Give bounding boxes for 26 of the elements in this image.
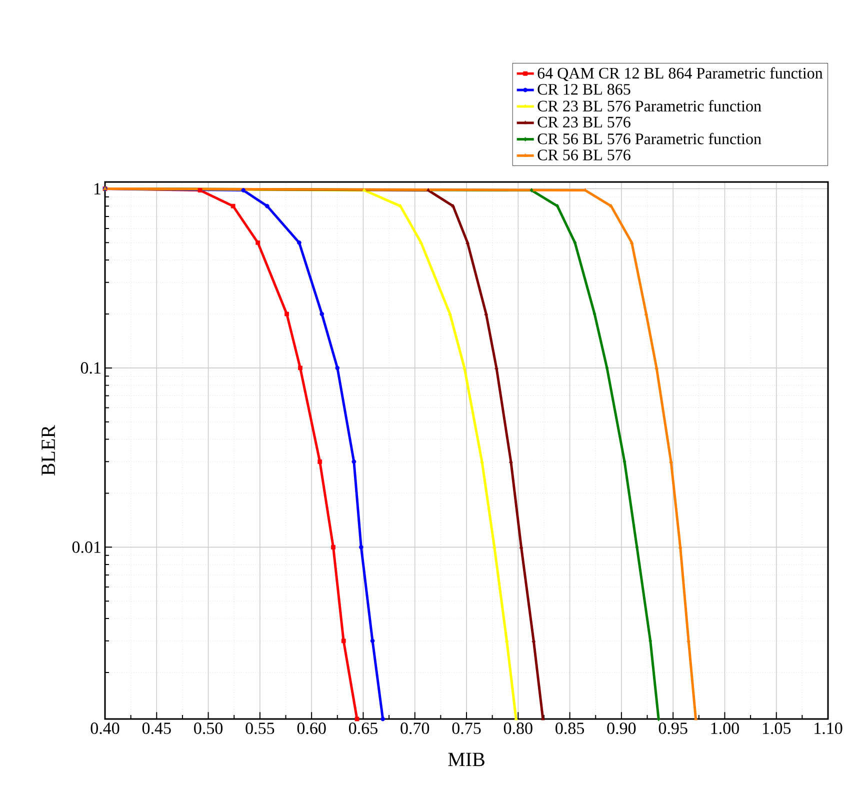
legend-label: 64 QAM CR 12 BL 864 Parametric function (538, 67, 823, 82)
x-tick-label: 0.70 (400, 722, 430, 734)
y-tick-label: 0.01 (72, 541, 100, 553)
x-tick-label: 0.90 (607, 722, 636, 734)
x-tick-label: 0.60 (297, 722, 326, 734)
y-tick-label: 1 (94, 183, 100, 194)
x-tick-label: 0.85 (556, 722, 584, 734)
legend-label: CR 23 BL 576 (538, 116, 630, 128)
x-tick-label: 0.95 (658, 722, 688, 734)
x-tick-label: 0.50 (194, 722, 223, 734)
x-tick-label: 1.05 (762, 722, 791, 734)
x-tick-label: 0.75 (452, 722, 481, 734)
legend-label: CR 56 BL 576 Parametric function (538, 132, 762, 144)
legend-label: CR 23 BL 576 Parametric function (538, 100, 762, 112)
y-axis-title: BLER (42, 424, 55, 476)
x-tick-label: 0.80 (504, 722, 532, 734)
x-tick-label: 1.00 (711, 722, 739, 734)
x-tick-label: 0.65 (348, 722, 378, 734)
x-tick-label: 0.55 (246, 722, 274, 734)
legend-label: CR 12 BL 865 (538, 84, 630, 95)
x-tick-label: 1.10 (814, 722, 842, 734)
y-tick-label: 0.1 (80, 362, 100, 374)
x-tick-label: 0.40 (90, 722, 120, 734)
legend-label: CR 56 BL 576 (538, 150, 630, 160)
x-tick-label: 0.45 (142, 722, 171, 734)
x-axis-title: MIB (448, 752, 484, 766)
